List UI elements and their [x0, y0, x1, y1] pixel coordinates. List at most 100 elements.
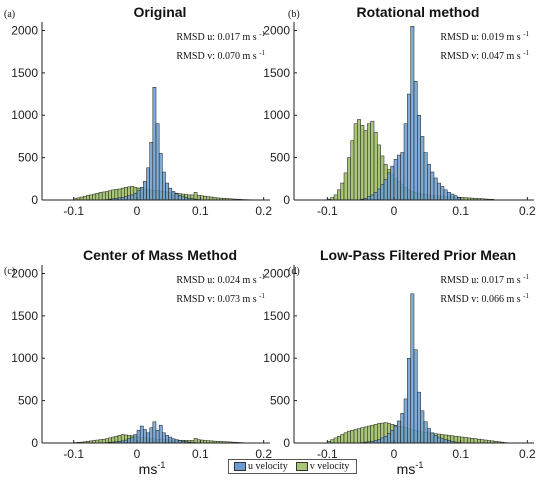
u-bar	[149, 427, 154, 444]
x-tick-label: 0.2	[519, 204, 536, 218]
v-bar	[193, 438, 198, 444]
u-bar	[367, 196, 371, 201]
u-bar	[380, 184, 385, 201]
u-bar	[171, 438, 176, 444]
u-bar	[139, 425, 144, 444]
u-bar	[390, 165, 395, 201]
v-bar	[206, 196, 211, 201]
v-bar	[363, 130, 368, 201]
u-bar	[165, 182, 169, 201]
v-bar	[480, 439, 485, 444]
u-bar	[423, 152, 428, 201]
u-bar	[127, 438, 131, 444]
v-bar	[98, 192, 103, 201]
v-bar	[86, 195, 90, 201]
legend-swatch-u	[234, 462, 246, 471]
u-bar	[377, 188, 381, 201]
series-u-velocity	[105, 87, 201, 201]
v-bar	[111, 189, 116, 201]
u-bar	[162, 171, 166, 201]
rmsd-annotation: RMSD v: 0.047 m s -1	[440, 49, 529, 62]
rmsd-annotation: RMSD u: 0.017 m s -1	[440, 273, 529, 286]
v-bar	[347, 157, 351, 201]
panel-letter: (b)	[288, 9, 300, 20]
v-bar	[108, 190, 112, 201]
u-bar	[127, 195, 131, 201]
x-tick-label: 0	[391, 204, 398, 218]
u-bar	[168, 436, 173, 444]
u-bar	[165, 435, 169, 444]
v-bar	[193, 192, 198, 201]
v-bar	[367, 123, 371, 201]
y-tick-label: 500	[270, 394, 290, 408]
x-tick-label: 0	[391, 447, 398, 461]
rmsd-annotation: RMSD u: 0.019 m s -1	[440, 30, 529, 43]
v-bar	[105, 191, 109, 201]
y-tick-label: 0	[31, 436, 38, 450]
u-bar	[377, 439, 381, 444]
panel-2: 0 500 1000 1500 2000 -0.1 0 0.1 0.2 (b) Rotational…	[263, 4, 536, 218]
v-bar	[360, 125, 365, 201]
v-bar	[82, 195, 87, 201]
v-bar	[477, 438, 481, 444]
panel-1: 0 500 1000 1500 2000 -0.1 0 0.1 0.2 (a) Original RM…	[4, 4, 272, 218]
u-bar	[413, 81, 418, 201]
u-bar	[430, 432, 435, 444]
v-bar	[337, 189, 341, 201]
panel-title: Low-Pass Filtered Prior Mean	[320, 247, 516, 263]
v-bar	[333, 194, 338, 201]
u-bar	[146, 432, 150, 444]
v-bar	[340, 434, 345, 444]
u-bar	[443, 439, 448, 444]
v-bar	[340, 182, 345, 201]
u-bar	[171, 191, 176, 201]
y-tick-label: 500	[18, 151, 38, 165]
rmsd-annotation: RMSD v: 0.073 m s -1	[176, 292, 265, 305]
v-bar	[95, 192, 100, 201]
y-tick-label: 1500	[11, 66, 38, 80]
u-bar	[403, 398, 408, 444]
y-tick-label: 2000	[263, 23, 290, 37]
rmsd-annotation: RMSD v: 0.070 m s -1	[176, 49, 265, 62]
u-bar	[393, 159, 398, 201]
v-bar	[353, 123, 358, 201]
u-bar	[158, 424, 163, 444]
y-tick-label: 500	[270, 151, 290, 165]
series-u-velocity	[360, 293, 461, 444]
panel-4: 0 500 1000 1500 2000 -0.1 0 0.1 0.2 (d) Low-Pass F…	[263, 247, 536, 477]
u-bar	[158, 153, 163, 201]
u-bar	[373, 192, 378, 201]
u-bar	[440, 186, 445, 201]
u-bar	[413, 349, 418, 444]
v-bar	[333, 437, 338, 444]
v-bar	[467, 437, 471, 444]
u-bar	[407, 93, 411, 201]
x-tick-label: -0.1	[63, 204, 84, 218]
u-bar	[181, 196, 185, 201]
v-bar	[350, 430, 355, 444]
u-bar	[430, 171, 435, 201]
u-bar	[400, 152, 405, 201]
u-bar	[124, 196, 128, 201]
u-bar	[139, 187, 144, 201]
y-tick-label: 1000	[263, 351, 290, 365]
u-bar	[447, 192, 451, 201]
u-bar	[420, 410, 425, 444]
x-axis-label: ms-1	[397, 460, 424, 477]
v-bar	[330, 439, 335, 444]
v-bar	[363, 426, 368, 444]
x-tick-label: 0.2	[255, 447, 272, 461]
y-tick-label: 2000	[11, 266, 38, 280]
u-bar	[423, 421, 428, 444]
panel-letter: (d)	[288, 266, 300, 277]
v-bar	[460, 436, 465, 444]
v-bar	[343, 172, 348, 201]
legend: u velocity v velocity	[228, 459, 357, 474]
u-bar	[417, 114, 421, 201]
u-bar	[437, 182, 441, 201]
u-bar	[383, 435, 388, 444]
v-bar	[337, 435, 341, 444]
x-tick-label: 0.1	[452, 204, 469, 218]
u-bar	[152, 87, 157, 201]
u-bar	[407, 357, 411, 444]
